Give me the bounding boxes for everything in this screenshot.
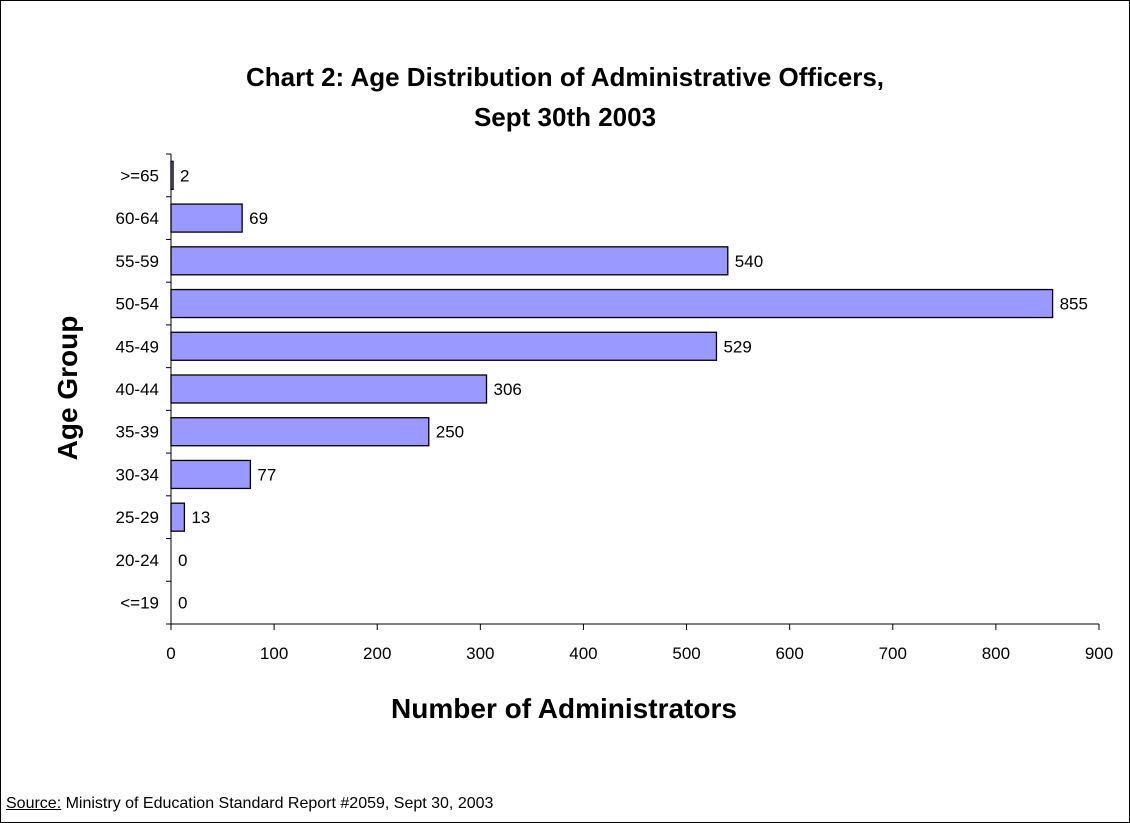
source-text: Ministry of Education Standard Report #2… [61, 795, 494, 812]
data-label-35-39: 250 [436, 423, 464, 442]
data-label-<=19: 0 [178, 594, 187, 613]
category-label-35-39: 35-39 [116, 423, 159, 442]
x-tick-label-500: 500 [672, 644, 700, 663]
category-label-55-59: 55-59 [116, 252, 159, 271]
x-tick-label-0: 0 [166, 644, 175, 663]
bar-60-64 [170, 203, 243, 233]
x-tick-label-100: 100 [260, 644, 288, 663]
data-label-30-34: 77 [257, 465, 276, 484]
y-axis-title: Age Group [52, 316, 83, 461]
bar-35-39 [170, 417, 430, 447]
x-tick-label-400: 400 [569, 644, 597, 663]
bar-55-59 [170, 246, 729, 276]
category-label-30-34: 30-34 [116, 465, 159, 484]
category-label->=65: >=65 [120, 166, 159, 185]
category-label-25-29: 25-29 [116, 508, 159, 527]
source-note: Source: Ministry of Education Standard R… [6, 795, 493, 813]
category-label-<=19: <=19 [120, 594, 159, 613]
chart-title-line-2: Sept 30th 2003 [474, 102, 656, 132]
bar-45-49 [170, 331, 718, 361]
data-label-55-59: 540 [735, 252, 763, 271]
category-label-40-44: 40-44 [116, 380, 159, 399]
data-label-60-64: 69 [249, 209, 268, 228]
data-label->=65: 2 [180, 166, 189, 185]
data-label-45-49: 529 [723, 337, 751, 356]
chart-title-line-1: Chart 2: Age Distribution of Administrat… [246, 62, 884, 92]
bar-50-54 [170, 288, 1054, 319]
x-tick-label-700: 700 [879, 644, 907, 663]
bar-40-44 [170, 374, 488, 404]
data-label-25-29: 13 [191, 508, 210, 527]
x-tick-label-300: 300 [466, 644, 494, 663]
x-tick-label-600: 600 [775, 644, 803, 663]
source-label: Source: [6, 795, 62, 812]
category-label-50-54: 50-54 [116, 295, 159, 314]
category-label-60-64: 60-64 [116, 209, 159, 228]
x-tick-label-200: 200 [363, 644, 391, 663]
bar-25-29 [170, 502, 186, 532]
data-label-50-54: 855 [1060, 295, 1088, 314]
x-axis-title: Number of Administrators [391, 693, 737, 724]
data-label-20-24: 0 [178, 551, 187, 570]
category-label-45-49: 45-49 [116, 337, 159, 356]
category-label-20-24: 20-24 [116, 551, 159, 570]
plot-area: <=19 0 20-24 0 25-29 13 30-34 77 35-39 250 40-44 30… [116, 153, 1113, 663]
x-tick-label-800: 800 [982, 644, 1010, 663]
bar-30-34 [170, 459, 252, 490]
data-label-40-44: 306 [494, 380, 522, 399]
x-tick-label-900: 900 [1085, 644, 1113, 663]
